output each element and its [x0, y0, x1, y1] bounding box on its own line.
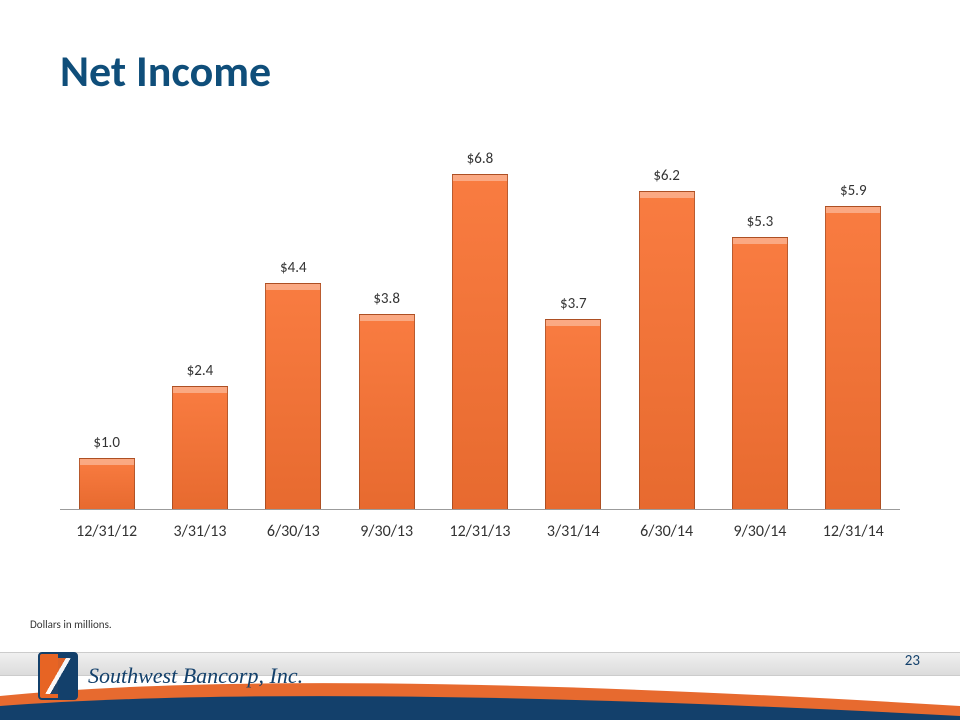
- x-label: 3/31/14: [527, 522, 620, 541]
- x-label: 3/31/13: [153, 522, 246, 541]
- bar-0: $1.0: [60, 150, 153, 509]
- bar-8: $5.9: [807, 150, 900, 509]
- chart-plot: $1.0 $2.4 $4.4 $3.8 $6.8 $3.7 $6.2 $5.3 $5.9: [60, 150, 900, 510]
- page-title: Net Income: [60, 44, 271, 98]
- bar-value-label: $5.9: [840, 182, 867, 200]
- bar-6: $6.2: [620, 150, 713, 509]
- x-label: 12/31/13: [433, 522, 526, 541]
- x-label: 6/30/13: [247, 522, 340, 541]
- slide: { "title": { "text": "Net Income", "colo…: [0, 0, 960, 720]
- bar-rect: [452, 174, 508, 509]
- bar-rect: [172, 386, 228, 509]
- bar-rect: [732, 237, 788, 509]
- bar-group: $1.0 $2.4 $4.4 $3.8 $6.8 $3.7 $6.2 $5.3 $5.9: [60, 150, 900, 509]
- bar-rect: [639, 191, 695, 509]
- bar-7: $5.3: [713, 150, 806, 509]
- bar-rect: [265, 283, 321, 509]
- bar-value-label: $4.4: [280, 259, 307, 277]
- x-label: 12/31/12: [60, 522, 153, 541]
- x-axis-labels: 12/31/123/31/136/30/139/30/1312/31/133/3…: [60, 522, 900, 541]
- brand-name: Southwest Bancorp, Inc.: [88, 663, 303, 688]
- footer: Southwest Bancorp, Inc. 23: [0, 650, 960, 720]
- bar-1: $2.4: [153, 150, 246, 509]
- x-label: 12/31/14: [807, 522, 900, 541]
- bar-3: $3.8: [340, 150, 433, 509]
- x-label: 9/30/13: [340, 522, 433, 541]
- brand-logo: Southwest Bancorp, Inc.: [38, 652, 303, 700]
- bar-value-label: $5.3: [747, 213, 774, 231]
- bar-value-label: $6.8: [467, 150, 494, 168]
- bar-5: $3.7: [527, 150, 620, 509]
- bar-value-label: $3.7: [560, 295, 587, 313]
- logo-icon: [38, 652, 78, 700]
- net-income-chart: $1.0 $2.4 $4.4 $3.8 $6.8 $3.7 $6.2 $5.3 $5.9 12/…: [60, 150, 900, 550]
- bar-rect: [79, 458, 135, 509]
- page-number: 23: [905, 652, 920, 670]
- bar-rect: [825, 206, 881, 509]
- bar-rect: [359, 314, 415, 509]
- x-label: 9/30/14: [713, 522, 806, 541]
- bar-2: $4.4: [247, 150, 340, 509]
- footnote: Dollars in millions.: [30, 618, 112, 631]
- bar-rect: [545, 319, 601, 509]
- bar-value-label: $2.4: [187, 362, 214, 380]
- bar-4: $6.8: [433, 150, 526, 509]
- x-label: 6/30/14: [620, 522, 713, 541]
- bar-value-label: $3.8: [373, 290, 400, 308]
- bar-value-label: $1.0: [93, 434, 120, 452]
- bar-value-label: $6.2: [653, 167, 680, 185]
- brand-text: Southwest Bancorp, Inc.: [88, 663, 303, 689]
